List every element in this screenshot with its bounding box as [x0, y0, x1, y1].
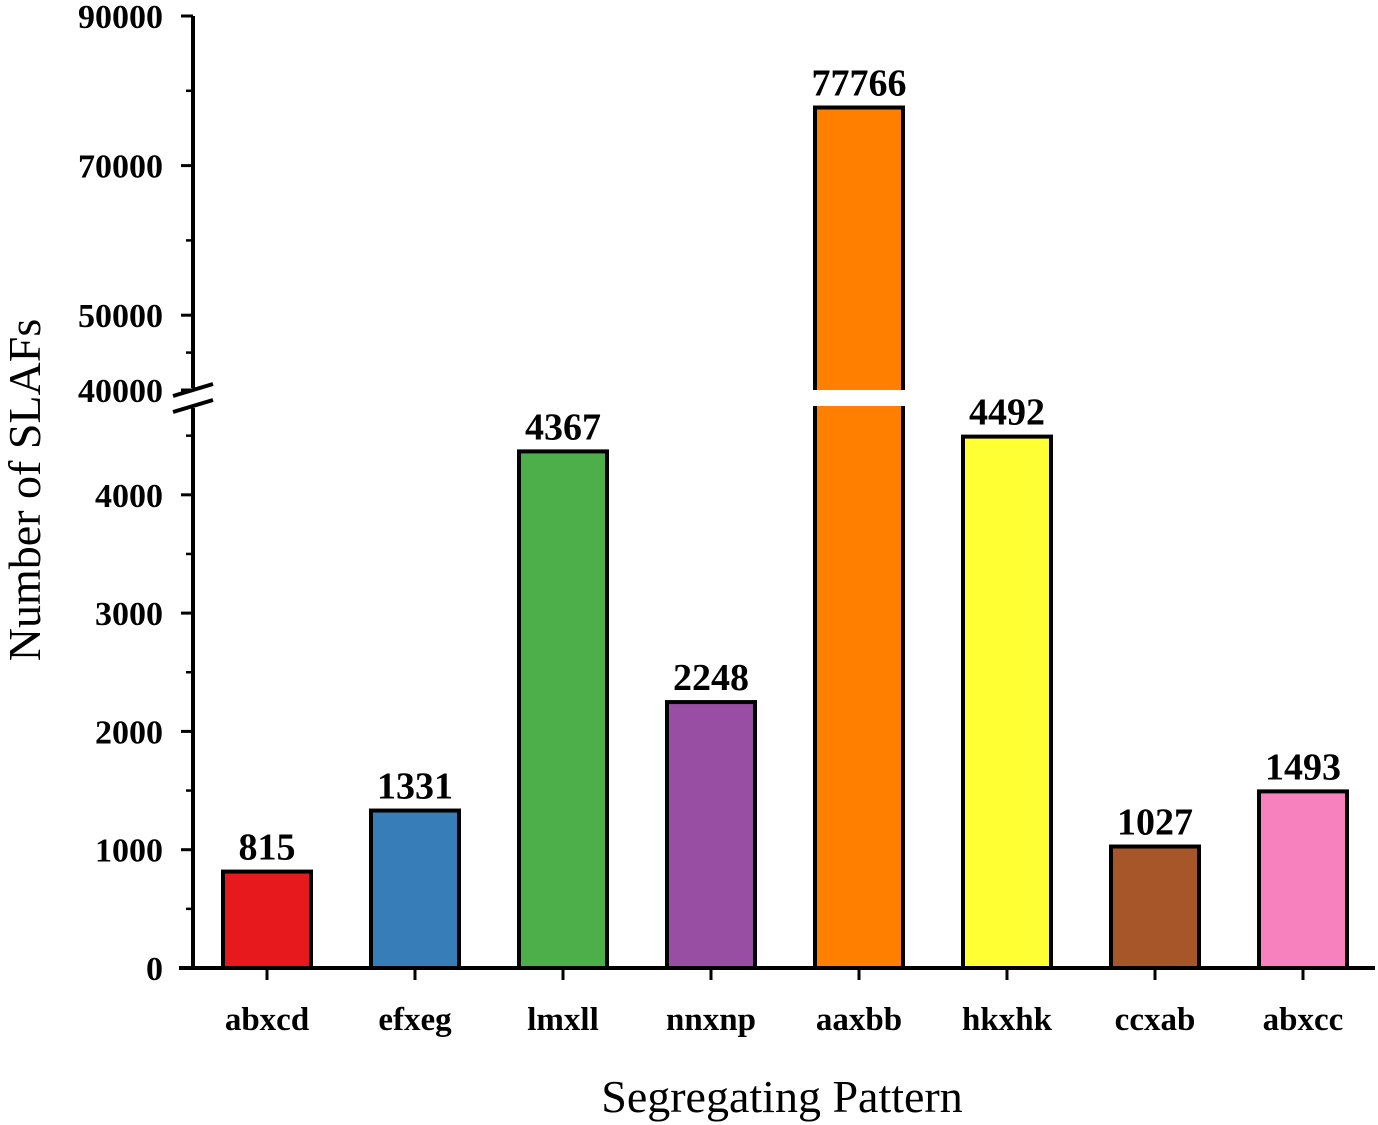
- y-tick-label: 70000: [78, 149, 163, 186]
- bar-abxcc: [1257, 789, 1349, 971]
- data-label-lmxll: 4367: [525, 406, 601, 448]
- y-tick-label: 90000: [78, 0, 163, 36]
- x-tick-label-aaxbb: aaxbb: [816, 1002, 902, 1038]
- bars-group: [221, 105, 1349, 971]
- y-axis: 0 1000 2000 3000 4000 40000 50000 70000 90000: [78, 0, 214, 988]
- x-tick-label-abxcd: abxcd: [225, 1002, 309, 1038]
- bar-hkxhk: [961, 434, 1053, 970]
- y-tick-label: 4000: [95, 478, 163, 515]
- data-label-aaxbb: 77766: [812, 63, 907, 105]
- y-tick-label: 0: [146, 951, 163, 988]
- y-axis-title: Number of SLAFs: [0, 319, 50, 661]
- x-tick-label-efxeg: efxeg: [378, 1002, 452, 1038]
- data-label-hkxhk: 4492: [969, 392, 1045, 434]
- bar-efxeg: [369, 808, 461, 970]
- data-label-efxeg: 1331: [377, 766, 453, 808]
- x-tick-label-lmxll: lmxll: [527, 1002, 599, 1038]
- data-label-nnxnp: 2248: [673, 657, 749, 699]
- bar-lmxll: [517, 449, 609, 970]
- y-tick-label: 40000: [78, 373, 163, 410]
- x-axis: abxcd efxeg lmxll nnxnp aaxbb hkxhk ccxab abxcc: [179, 966, 1375, 1038]
- x-tick-label-ccxab: ccxab: [1115, 1002, 1196, 1038]
- y-tick-label: 50000: [78, 298, 163, 335]
- data-labels-group: 815 1331 4367 2248 77766 4492 1027 1493: [239, 63, 1342, 869]
- bar-nnxnp: [665, 700, 757, 971]
- x-axis-title: Segregating Pattern: [601, 1071, 963, 1122]
- bar-aaxbb: [813, 105, 905, 971]
- x-tick-label-abxcc: abxcc: [1263, 1002, 1344, 1038]
- x-tick-label-nnxnp: nnxnp: [666, 1002, 756, 1038]
- bar-ccxab: [1109, 844, 1201, 970]
- y-tick-label: 1000: [95, 833, 163, 870]
- axis-break-mark: [172, 398, 214, 414]
- y-tick-label: 3000: [95, 596, 163, 633]
- axis-break-gap: [812, 390, 906, 406]
- bar-abxcd: [221, 869, 313, 970]
- data-label-abxcd: 815: [239, 827, 296, 869]
- x-tick-label-hkxhk: hkxhk: [962, 1002, 1053, 1038]
- data-label-abxcc: 1493: [1265, 746, 1341, 788]
- data-label-ccxab: 1027: [1117, 802, 1193, 844]
- y-tick-label: 2000: [95, 714, 163, 751]
